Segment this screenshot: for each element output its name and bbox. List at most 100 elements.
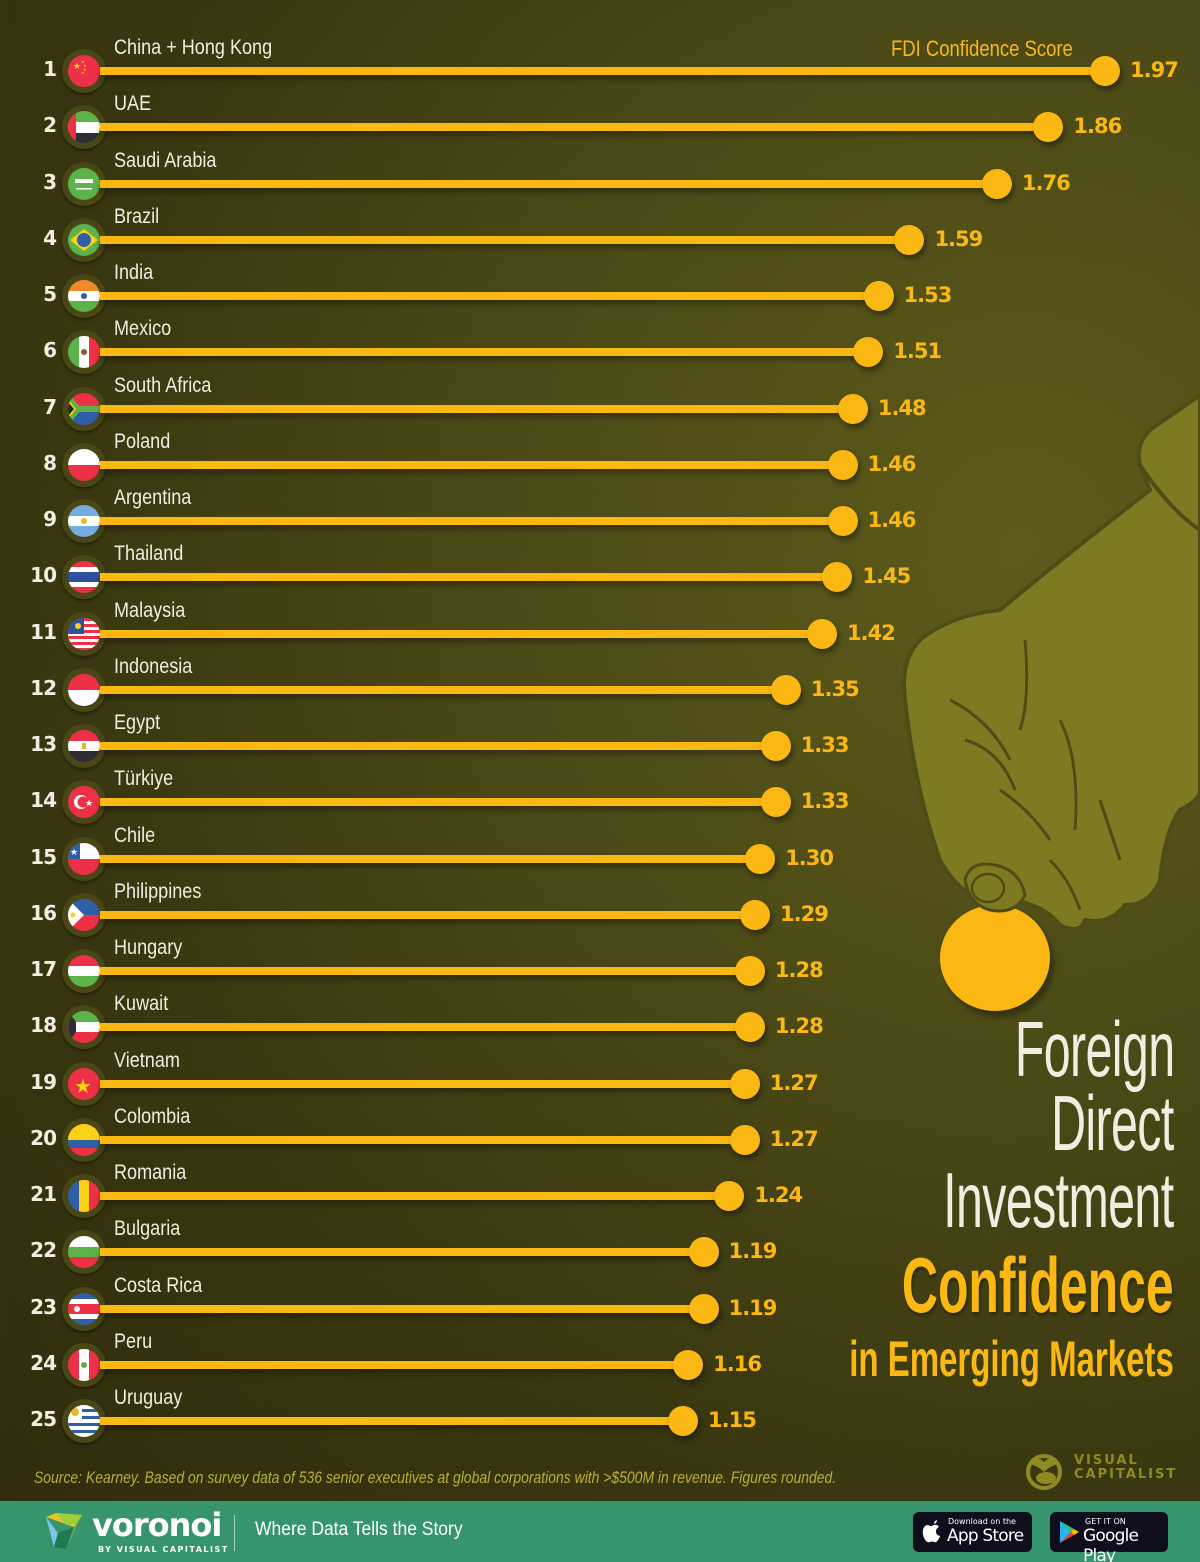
- country-name: China + Hong Kong: [114, 36, 273, 59]
- score-bar: [100, 1360, 689, 1369]
- rank-number: 6: [43, 338, 57, 363]
- chart-row: 15 ★ Chile 1.30: [0, 824, 1200, 915]
- legend-label: FDI Confidence Score: [891, 36, 1073, 61]
- score-value: 1.29: [780, 901, 829, 926]
- score-bar: [100, 1417, 683, 1425]
- coin: [940, 905, 1050, 1011]
- svg-text:★: ★: [83, 63, 87, 68]
- score-value: 1.48: [877, 395, 927, 420]
- score-bar: [100, 854, 761, 863]
- app-store-button[interactable]: Download on the App Store: [913, 1512, 1032, 1552]
- rank-number: 18: [30, 1013, 57, 1038]
- rank-number: 19: [30, 1069, 57, 1094]
- chart-row: 16 Philippines 1.29: [0, 880, 1200, 971]
- google-play-small-text: GET IT ON: [1085, 1517, 1126, 1526]
- score-value: 1.76: [1021, 170, 1071, 195]
- flag-uae-icon: [62, 105, 106, 150]
- flag-romania-icon: [62, 1174, 106, 1218]
- score-value: 1.42: [846, 620, 896, 645]
- rank-number: 14: [30, 788, 57, 813]
- score-value: 1.97: [1130, 58, 1179, 82]
- score-dot: [734, 1012, 765, 1043]
- score-bar: [100, 67, 1105, 75]
- score-bar: [100, 179, 997, 188]
- score-bar: [100, 517, 843, 525]
- country-name: Thailand: [114, 542, 184, 566]
- flag-mexico-icon: [62, 330, 106, 375]
- rank-number: 25: [30, 1407, 57, 1431]
- chart-row: 22 Bulgaria 1.19: [0, 1217, 1200, 1308]
- rank-number: 7: [43, 394, 57, 419]
- country-name: Costa Rica: [114, 1273, 203, 1297]
- chart-row: 9 Argentina 1.46: [0, 486, 1200, 577]
- score-value: 1.24: [754, 1183, 803, 1207]
- score-bar: [100, 910, 756, 919]
- chart-row: 13 Egypt 1.33: [0, 711, 1200, 802]
- svg-text:★: ★: [85, 798, 93, 808]
- score-dot: [688, 1293, 719, 1324]
- rank-number: 5: [43, 282, 57, 306]
- country-name: Türkiye: [114, 767, 174, 791]
- flag-bulgaria-icon: [62, 1230, 106, 1275]
- chart-row: 20 Colombia 1.27: [0, 1105, 1200, 1196]
- score-dot: [668, 1406, 698, 1436]
- country-name: South Africa: [114, 373, 212, 397]
- footer-bar: voronoi BY VISUAL CAPITALIST Where Data …: [0, 1501, 1200, 1562]
- title-line-3: Investment: [943, 1156, 1175, 1244]
- score-dot: [981, 168, 1012, 199]
- rank-number: 2: [43, 113, 57, 138]
- country-name: Peru: [114, 1329, 153, 1353]
- country-name: Malaysia: [114, 598, 186, 622]
- country-name: Chile: [114, 823, 156, 847]
- score-bar: [100, 1023, 750, 1032]
- app-store-big-text: App Store: [947, 1526, 1024, 1546]
- country-name: Poland: [114, 429, 171, 453]
- score-value: 1.28: [774, 1014, 824, 1039]
- score-dot: [688, 1237, 719, 1268]
- score-value: 1.19: [728, 1295, 778, 1320]
- score-bar: [100, 292, 879, 300]
- vc-line1: VISUAL: [1074, 1453, 1139, 1468]
- score-dot: [827, 449, 858, 480]
- score-bar: [100, 123, 1049, 132]
- flag-colombia-icon: [62, 1117, 106, 1162]
- country-name: Argentina: [114, 486, 192, 509]
- rank-number: 21: [30, 1182, 57, 1206]
- visual-capitalist-logo: VISUAL CAPITALIST: [1022, 1450, 1182, 1490]
- vc-logo-icon: [1026, 1454, 1062, 1490]
- rank-number: 23: [30, 1294, 57, 1319]
- flag-poland-icon: [62, 442, 106, 487]
- voronoi-byline: BY VISUAL CAPITALIST: [98, 1545, 229, 1554]
- score-dot: [863, 281, 894, 311]
- score-dot: [729, 1124, 760, 1155]
- flag-argentina-icon: [62, 499, 106, 543]
- chart-row: 17 Hungary 1.28: [0, 936, 1200, 1027]
- footer-tagline: Where Data Tells the Story: [255, 1519, 463, 1540]
- score-bar: [100, 1304, 704, 1313]
- chart-row: 23 Costa Rica 1.19: [0, 1274, 1200, 1365]
- score-value: 1.19: [728, 1239, 778, 1264]
- svg-text:★: ★: [70, 847, 78, 857]
- country-name: Egypt: [114, 711, 161, 734]
- svg-text:★: ★: [74, 1076, 92, 1098]
- flag-kuwait-icon: [62, 1005, 106, 1050]
- score-value: 1.86: [1073, 114, 1122, 139]
- country-name: Bulgaria: [114, 1217, 181, 1241]
- svg-text:★: ★: [83, 67, 87, 72]
- google-play-icon: [1060, 1521, 1079, 1543]
- flag-southafrica-icon: [62, 386, 106, 431]
- score-bar: [100, 967, 750, 975]
- chart-row: 3 Saudi Arabia 1.76: [0, 149, 1200, 240]
- google-play-button[interactable]: GET IT ON Google Play: [1050, 1512, 1168, 1562]
- score-bar: [100, 348, 869, 357]
- svg-text:★: ★: [73, 61, 81, 71]
- score-dot: [827, 506, 858, 536]
- country-name: Kuwait: [114, 992, 169, 1016]
- flag-india-icon: [62, 274, 106, 318]
- chart-row: 8 Poland 1.46: [0, 430, 1200, 521]
- score-value: 1.30: [785, 845, 834, 870]
- score-dot: [770, 674, 801, 705]
- svg-text:★: ★: [81, 70, 85, 75]
- score-bar: [100, 235, 910, 244]
- vc-line2: CAPITALIST: [1074, 1467, 1178, 1482]
